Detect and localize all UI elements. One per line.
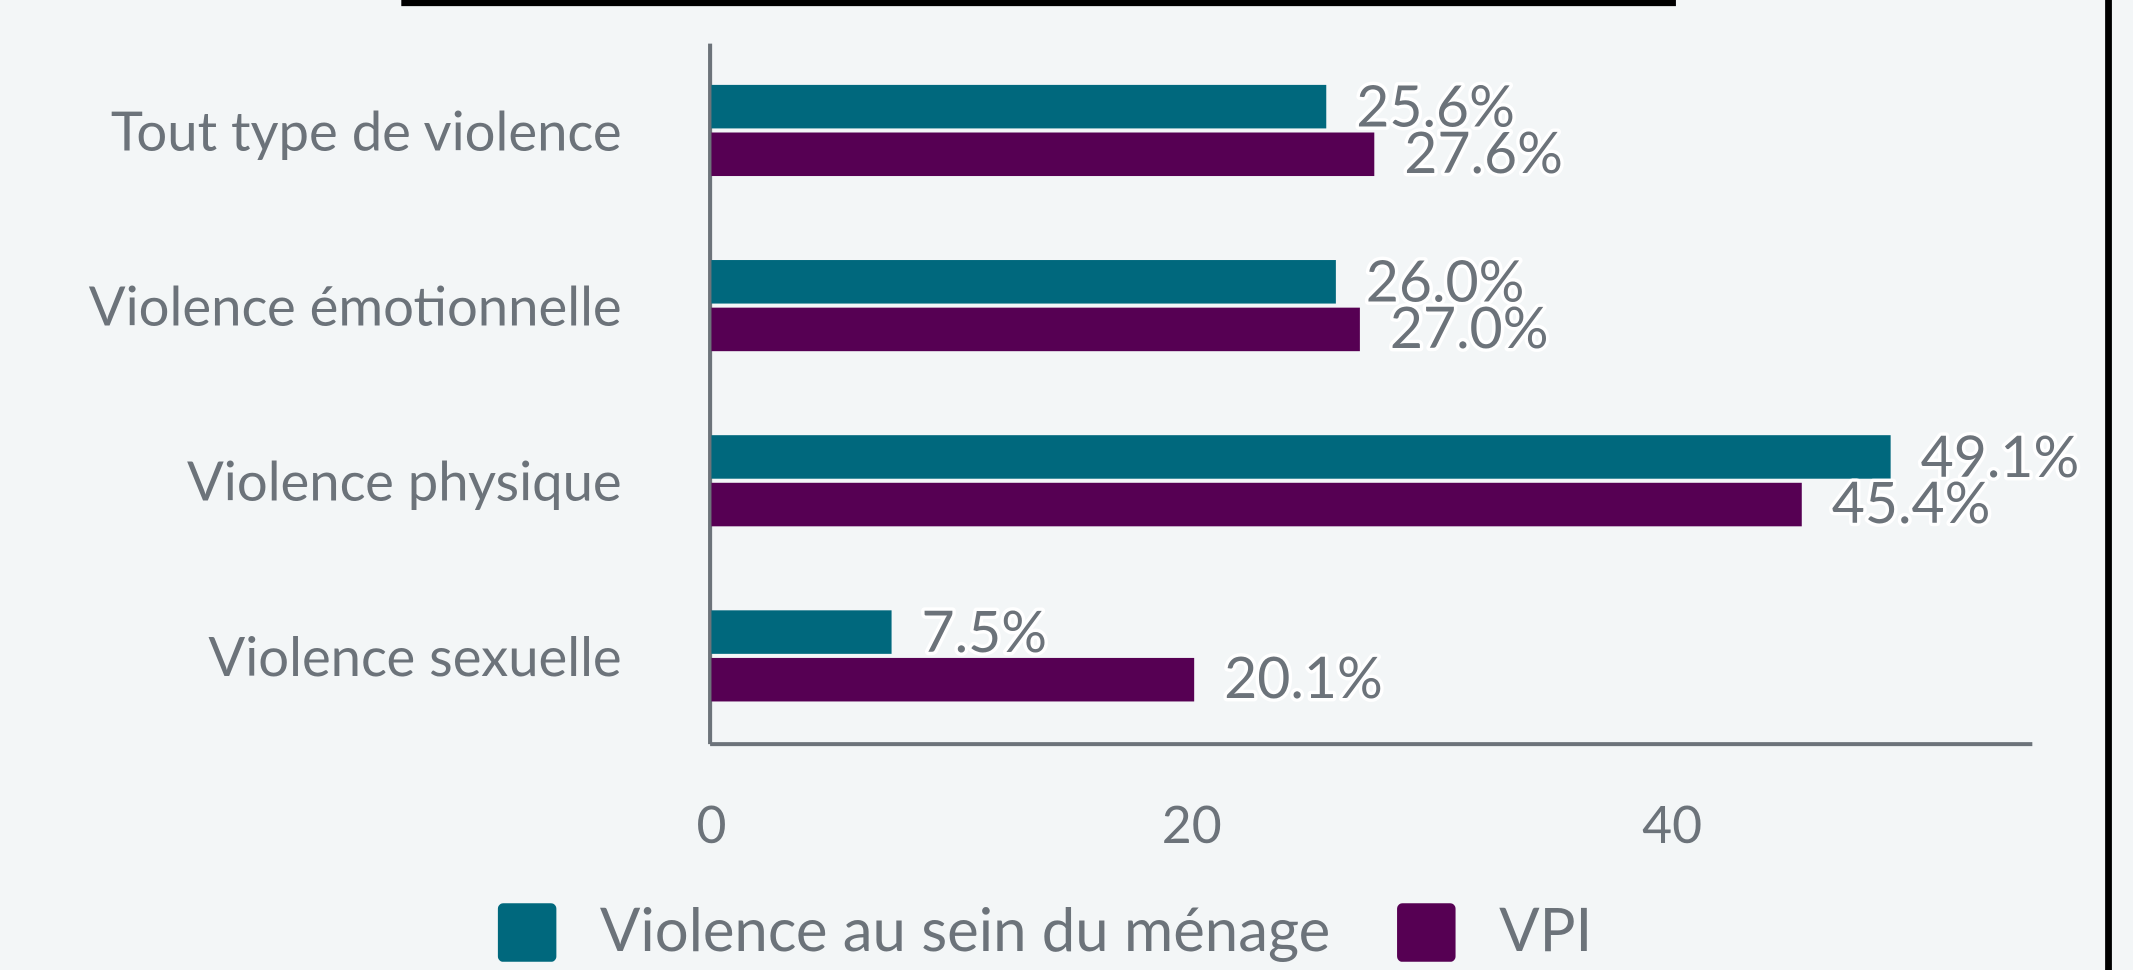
bar	[711, 610, 892, 654]
x-tick-label: 0	[696, 793, 726, 855]
legend-label: Violence au sein du ménage	[600, 892, 1330, 964]
bar	[711, 482, 1802, 527]
x-tick-label: 20	[1162, 793, 1222, 855]
value-label: 27.0%	[1390, 293, 1549, 361]
y-tick-label: Violence physique	[187, 447, 622, 513]
bar	[711, 84, 1327, 129]
legend-swatch	[497, 903, 557, 962]
bar	[711, 260, 1336, 304]
bar	[711, 657, 1195, 702]
y-tick-label: Violence émotionnelle	[89, 272, 622, 338]
x-tick-label: 40	[1642, 793, 1702, 855]
value-label: 27.6%	[1404, 118, 1563, 186]
value-label: 7.5%	[922, 597, 1048, 665]
legend-label: VPI	[1499, 892, 1592, 964]
bar	[711, 435, 1891, 479]
value-label: 45.4%	[1832, 468, 1991, 536]
y-tick-label: Tout type de violence	[111, 96, 622, 162]
value-label: 20.1%	[1224, 643, 1383, 711]
bar	[711, 307, 1360, 352]
value-label: 26.0%	[1366, 247, 1525, 315]
value-label: 25.6%	[1356, 72, 1515, 140]
bar	[711, 132, 1375, 177]
legend-swatch	[1397, 903, 1456, 962]
value-label: 49.1%	[1921, 422, 2080, 490]
y-tick-label: Violence sexuelle	[208, 622, 621, 688]
